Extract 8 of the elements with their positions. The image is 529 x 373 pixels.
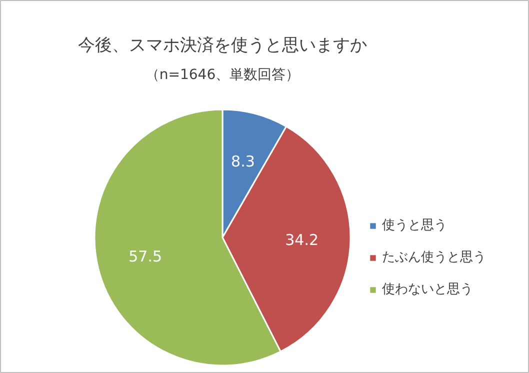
legend-label: 使わないと思う	[382, 281, 473, 298]
chart-title: 今後、スマホ決済を使うと思いますか	[78, 36, 367, 56]
data-label: 8.3	[231, 152, 255, 170]
legend-label: たぶん使うと思う	[382, 249, 486, 266]
chart-subtitle: （n=1646、単数回答）	[145, 66, 300, 83]
data-label: 34.2	[285, 230, 319, 249]
data-label: 57.5	[128, 248, 162, 266]
legend-label: 使うと思う	[382, 217, 447, 234]
